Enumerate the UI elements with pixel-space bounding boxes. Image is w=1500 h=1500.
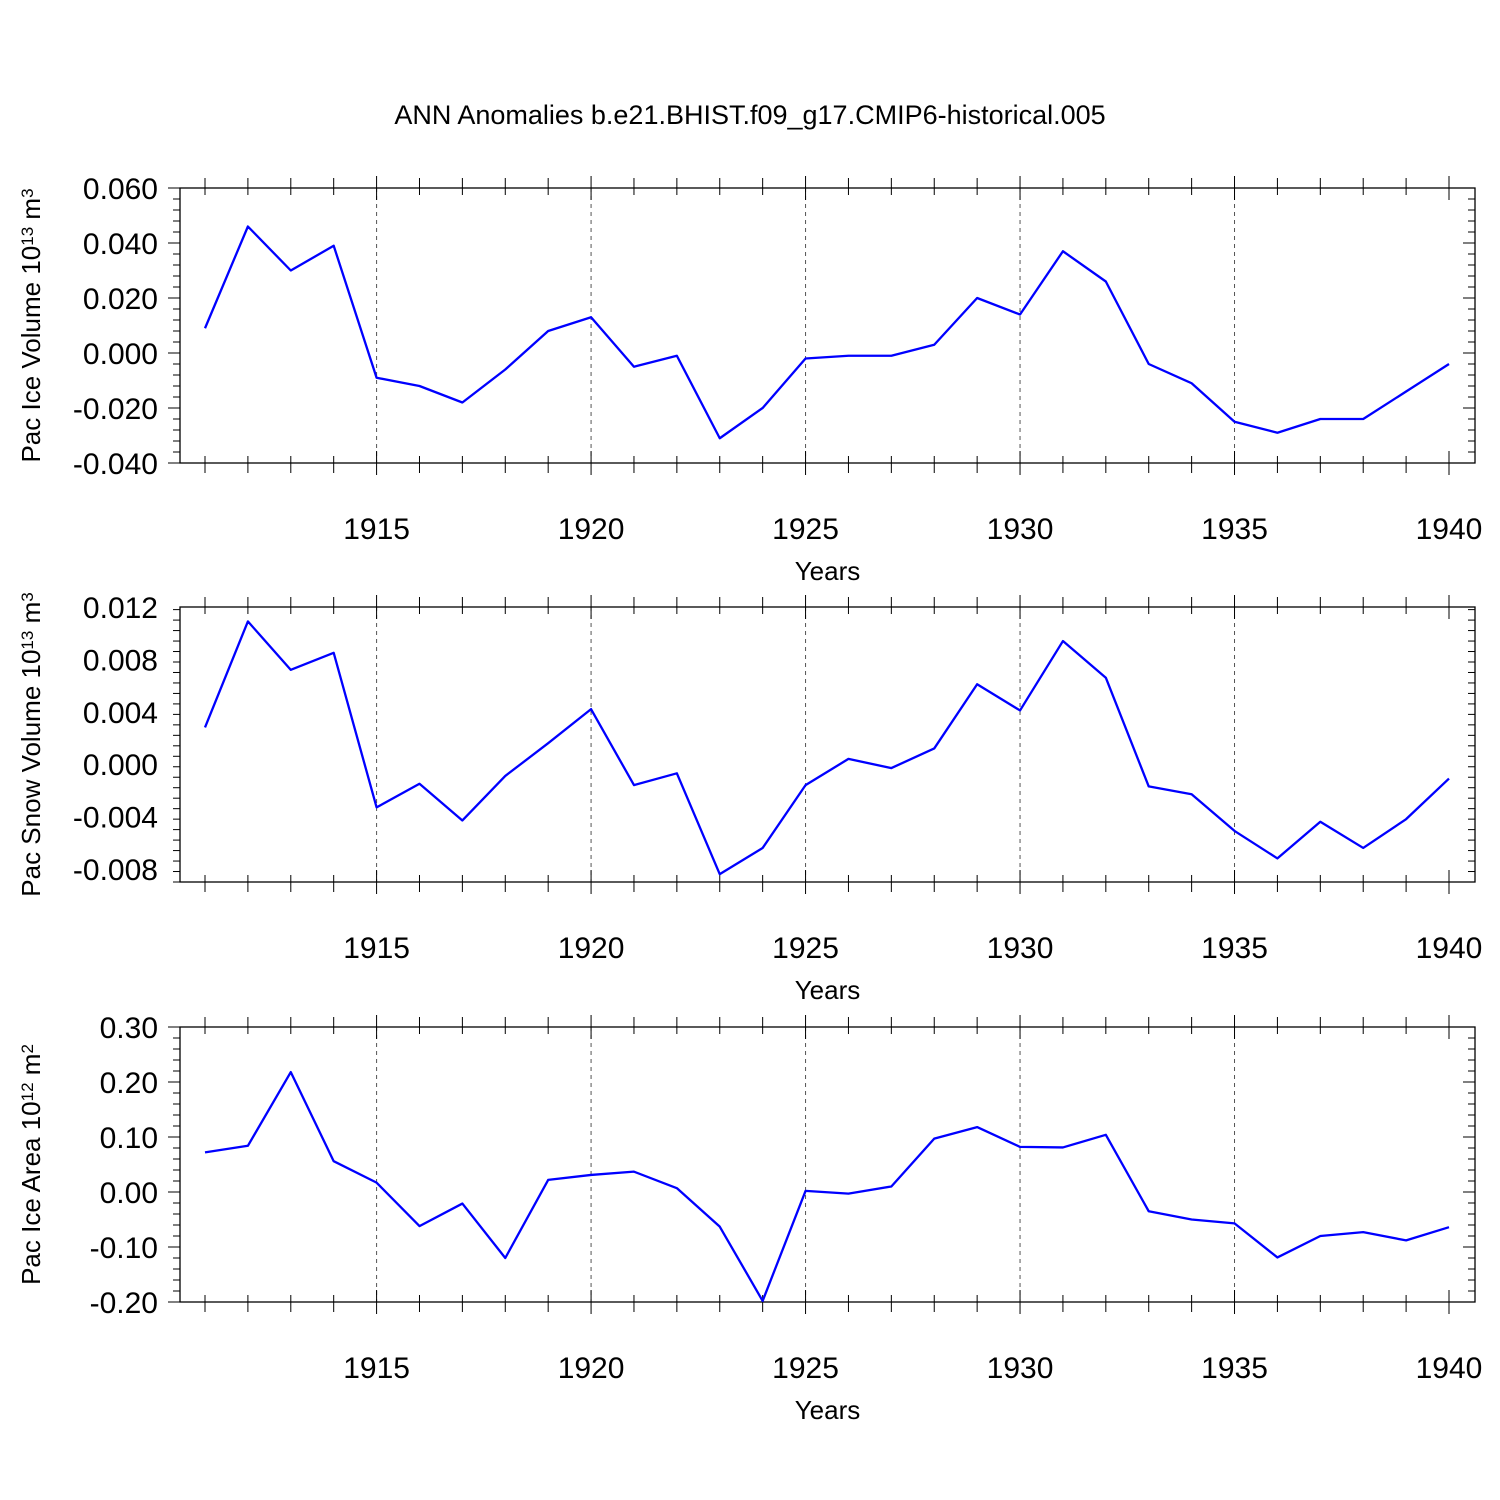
y-tick-label: -0.004 <box>73 802 158 835</box>
x-tick-label: 1930 <box>987 932 1054 965</box>
y-tick-label: 0.060 <box>83 173 158 206</box>
x-tick-label: 1940 <box>1416 932 1483 965</box>
y-tick-label: 0.008 <box>83 644 158 677</box>
series-line <box>204 1070 1450 1303</box>
y-tick-label: 0.000 <box>83 749 158 782</box>
x-tick-label: 1925 <box>772 1352 839 1385</box>
panel-2: 0.012 0.008 0.004 0.000 -0.004 -0.008 1915 1920… <box>16 592 1482 1005</box>
plot-frame <box>179 1026 1476 1303</box>
y-tick-label: -0.008 <box>73 854 158 887</box>
y-tick-label: 0.10 <box>100 1122 158 1155</box>
panel-3: 0.30 0.20 0.10 0.00 -0.10 -0.20 1915 1920 1925 19… <box>16 1012 1482 1425</box>
y-tick-label: 0.000 <box>83 338 158 371</box>
figure-title: ANN Anomalies b.e21.BHIST.f09_g17.CMIP6-… <box>394 100 1105 130</box>
x-tick-label: 1920 <box>558 932 625 965</box>
x-tick-label: 1925 <box>772 932 839 965</box>
y-axis-label: Pac Ice Volume 1013 m3 <box>16 188 46 462</box>
x-tick-label: 1940 <box>1416 513 1483 546</box>
x-axis-label: Years <box>795 975 861 1005</box>
plot-frame <box>179 187 1476 464</box>
y-tick-label: 0.30 <box>100 1012 158 1045</box>
y-tick-label: -0.020 <box>73 393 158 426</box>
x-tick-label: 1920 <box>558 513 625 546</box>
x-tick-label: 1915 <box>343 932 410 965</box>
series-line <box>203 225 1450 440</box>
x-tick-label: 1915 <box>343 513 410 546</box>
y-tick-label: 0.020 <box>83 283 158 316</box>
x-tick-label: 1935 <box>1201 1352 1268 1385</box>
x-tick-label: 1930 <box>987 513 1054 546</box>
y-tick-label: 0.00 <box>100 1177 158 1210</box>
y-tick-label: -0.10 <box>90 1232 158 1265</box>
y-tick-label: 0.040 <box>83 228 158 261</box>
y-tick-label: 0.004 <box>83 697 158 730</box>
panel-1: 0.060 0.040 0.020 0.000 -0.020 -0.040 1915 1920… <box>16 173 1482 586</box>
x-tick-label: 1940 <box>1416 1352 1483 1385</box>
y-axis-label: Pac Ice Area 1012 m2 <box>16 1044 46 1285</box>
x-tick-label: 1935 <box>1201 932 1268 965</box>
x-tick-label: 1935 <box>1201 513 1268 546</box>
series-line <box>203 620 1450 876</box>
x-tick-label: 1925 <box>772 513 839 546</box>
x-axis-label: Years <box>795 1395 861 1425</box>
x-axis-label: Years <box>795 556 861 586</box>
x-tick-label: 1915 <box>343 1352 410 1385</box>
x-tick-label: 1920 <box>558 1352 625 1385</box>
y-tick-label: -0.20 <box>90 1287 158 1320</box>
y-tick-label: 0.20 <box>100 1067 158 1100</box>
y-tick-label: -0.040 <box>73 448 158 481</box>
x-tick-label: 1930 <box>987 1352 1054 1385</box>
plot-frame <box>179 606 1476 883</box>
y-tick-label: 0.012 <box>83 592 158 625</box>
y-axis-label: Pac Snow Volume 1013 m3 <box>16 592 46 896</box>
